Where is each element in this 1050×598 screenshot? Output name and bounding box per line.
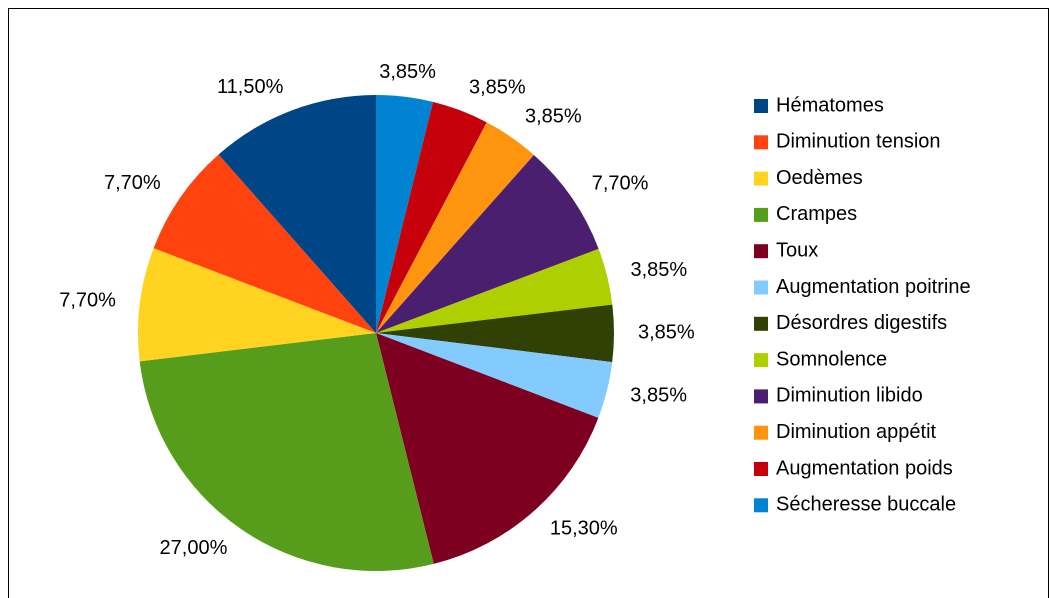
legend-swatch	[754, 389, 768, 404]
legend-swatch	[754, 316, 768, 331]
legend-swatch	[754, 135, 768, 150]
legend-swatch	[754, 244, 768, 259]
pie-slice	[218, 95, 376, 333]
legend-label: Hématomes	[776, 94, 884, 116]
data-label: 11,50%	[217, 76, 284, 98]
legend-swatch	[754, 425, 768, 440]
pie-slice	[376, 122, 534, 334]
data-label: 3,85%	[638, 322, 695, 344]
pie-slice	[376, 333, 613, 418]
pie-slice	[376, 154, 599, 333]
legend-swatch	[754, 462, 768, 476]
legend-label: Augmentation poids	[776, 457, 953, 479]
data-label: 3,85%	[630, 384, 687, 406]
legend-swatch	[754, 280, 768, 295]
pie-slice	[376, 304, 614, 363]
data-label: 3,85%	[525, 106, 582, 128]
data-label: 27,00%	[160, 537, 228, 559]
legend-swatch	[754, 207, 768, 222]
data-label: 7,70%	[592, 173, 649, 195]
legend-label: Augmentation poitrine	[776, 276, 971, 298]
pie-slice	[376, 248, 613, 333]
legend-label: Sécheresse buccale	[776, 494, 956, 516]
data-label: 3,85%	[379, 61, 436, 83]
pie-slice	[153, 154, 376, 333]
legend-label: Diminution appétit	[776, 421, 937, 443]
legend-swatch	[754, 171, 768, 186]
legend-label: Oedèmes	[776, 167, 863, 189]
data-label: 3,85%	[469, 76, 526, 98]
data-label: 7,70%	[59, 289, 116, 311]
legend-label: Crampes	[776, 203, 857, 225]
data-label: 3,85%	[630, 259, 687, 281]
legend-swatch	[754, 353, 768, 368]
pie-slice	[138, 248, 376, 362]
data-label: 15,30%	[550, 517, 618, 539]
legend-label: Diminution tension	[776, 131, 941, 153]
pie-slice	[376, 333, 599, 564]
legend-label: Toux	[776, 239, 818, 261]
legend-swatch	[754, 99, 768, 113]
legend-label: Diminution libido	[776, 385, 923, 407]
legend-label: Somnolence	[776, 348, 887, 370]
pie-slice	[139, 333, 434, 571]
data-label: 7,70%	[104, 172, 161, 194]
legend-label: Désordres digestifs	[776, 312, 947, 334]
pie-slice	[376, 101, 487, 333]
legend-swatch	[754, 498, 768, 513]
pie-slice	[376, 95, 434, 333]
